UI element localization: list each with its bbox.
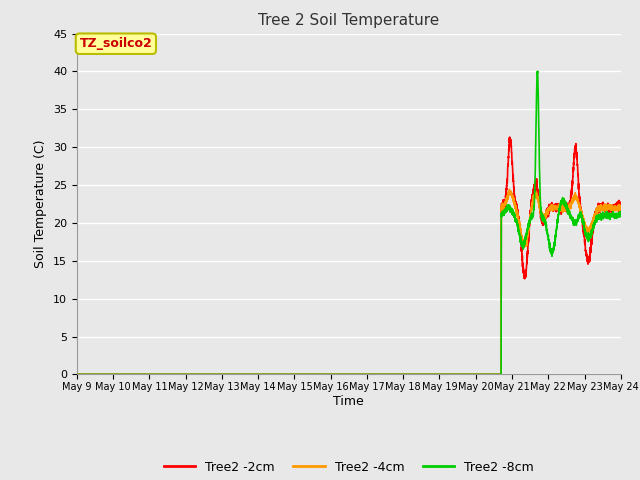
Tree2 -2cm [202, 372, 210, 377]
Tree2 -4cm [199, 372, 207, 377]
Tree2 -2cm [612, 205, 620, 211]
Tree2 -8cm [205, 372, 212, 377]
Line: Tree2 -4cm: Tree2 -4cm [77, 190, 621, 374]
Text: TZ_soilco2: TZ_soilco2 [79, 37, 152, 50]
Legend: Tree2 -2cm, Tree2 -4cm, Tree2 -8cm: Tree2 -2cm, Tree2 -4cm, Tree2 -8cm [159, 456, 539, 479]
Tree2 -8cm [317, 372, 324, 377]
Tree2 -8cm [612, 212, 620, 217]
Tree2 -2cm [617, 206, 625, 212]
Tree2 -2cm [199, 372, 207, 377]
Tree2 -4cm [278, 372, 285, 377]
Tree2 -4cm [617, 203, 625, 209]
Line: Tree2 -2cm: Tree2 -2cm [77, 137, 621, 374]
Tree2 -2cm [317, 372, 324, 377]
Tree2 -8cm [73, 372, 81, 377]
Tree2 -2cm [506, 134, 513, 140]
Tree2 -4cm [73, 372, 81, 377]
Tree2 -4cm [317, 372, 324, 377]
Tree2 -8cm [199, 372, 207, 377]
X-axis label: Time: Time [333, 395, 364, 408]
Line: Tree2 -8cm: Tree2 -8cm [77, 71, 621, 374]
Tree2 -2cm [205, 372, 212, 377]
Tree2 -2cm [278, 372, 285, 377]
Y-axis label: Soil Temperature (C): Soil Temperature (C) [35, 140, 47, 268]
Tree2 -4cm [202, 372, 210, 377]
Tree2 -8cm [278, 372, 285, 377]
Tree2 -4cm [506, 187, 513, 192]
Tree2 -8cm [617, 210, 625, 216]
Tree2 -2cm [73, 372, 81, 377]
Tree2 -8cm [534, 68, 541, 74]
Tree2 -4cm [205, 372, 212, 377]
Tree2 -8cm [202, 372, 210, 377]
Tree2 -4cm [612, 207, 620, 213]
Title: Tree 2 Soil Temperature: Tree 2 Soil Temperature [258, 13, 440, 28]
